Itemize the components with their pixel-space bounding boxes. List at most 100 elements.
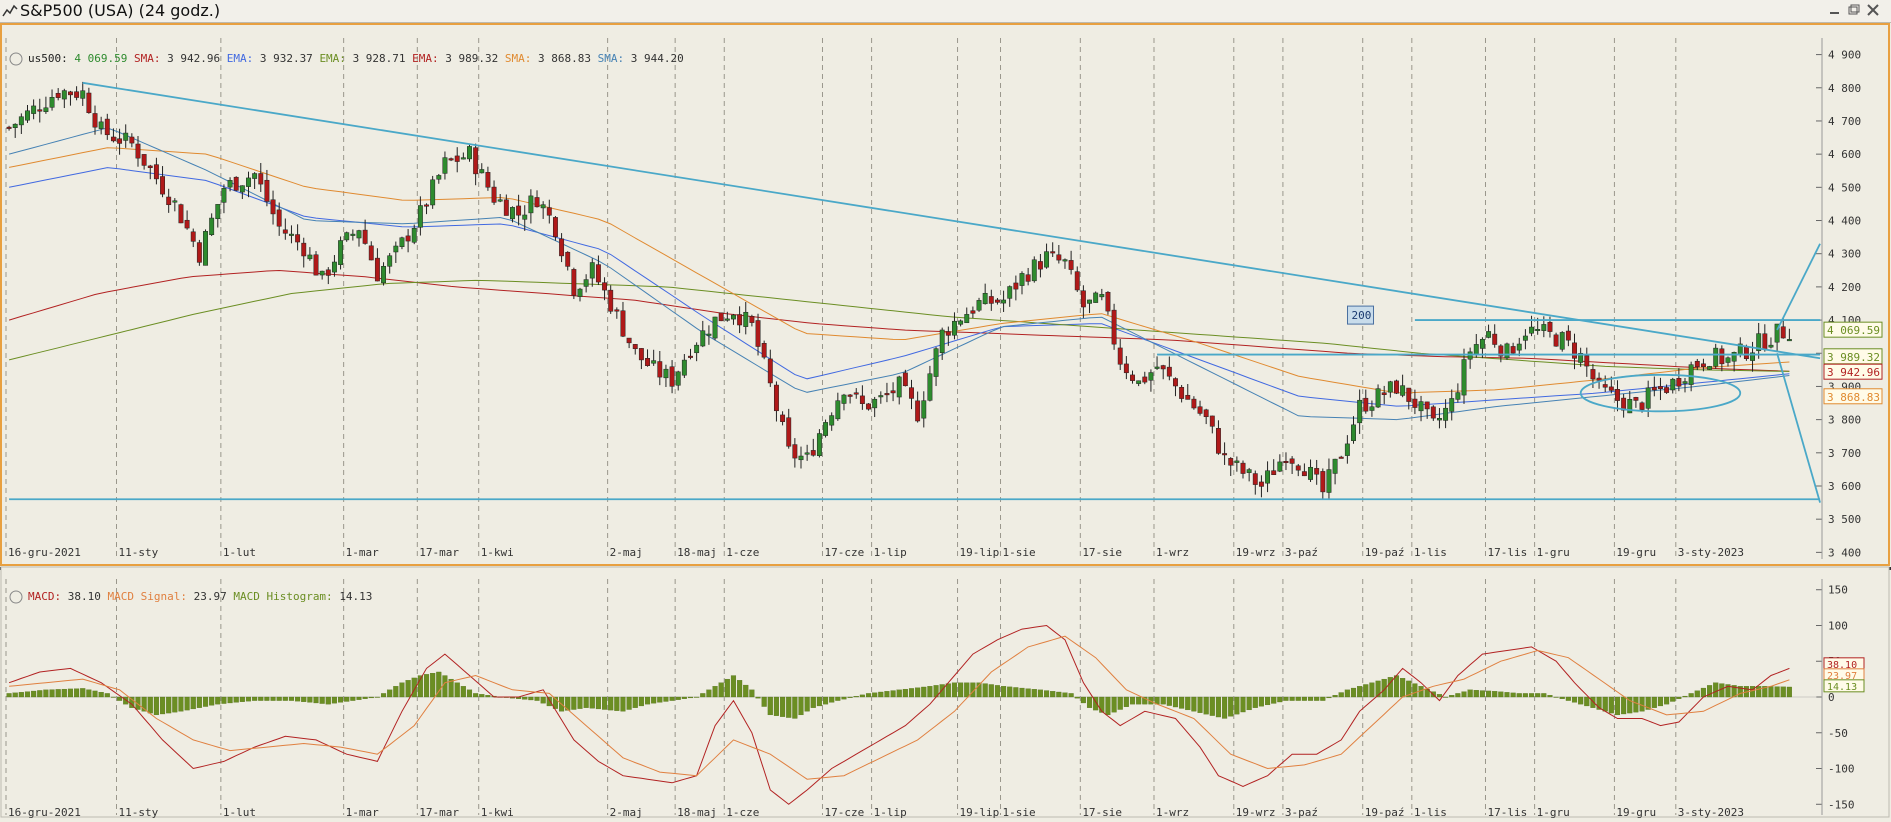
macd-histogram-bar (1129, 696, 1136, 705)
macd-histogram-bar (1682, 695, 1688, 698)
candle-body (534, 197, 540, 208)
legend-indicator-label: MACD: (28, 590, 68, 603)
minimize-icon[interactable] (1828, 3, 1842, 17)
candle-body (1713, 347, 1719, 367)
macd-x-tick-label: 17-sie (1082, 806, 1122, 818)
macd-histogram-bar (1780, 686, 1786, 698)
candle-body (454, 155, 460, 162)
legend-indicator-label: SMA: (505, 52, 538, 65)
macd-histogram-bar (1486, 690, 1492, 698)
macd-histogram-bar (1222, 696, 1228, 719)
price-y-tick-label: 4 900 (1828, 49, 1861, 62)
candle-body (958, 320, 964, 325)
candle-body (651, 360, 657, 364)
candle-body (1179, 387, 1185, 399)
macd-histogram-bar (1406, 680, 1412, 698)
candle-body (902, 372, 908, 387)
macd-histogram-bar (1762, 686, 1768, 698)
trendline[interactable] (1776, 353, 1821, 503)
macd-histogram-bar (1166, 696, 1172, 706)
annotation-box[interactable] (1347, 305, 1375, 325)
restore-icon[interactable] (1847, 3, 1861, 17)
macd-histogram-bar (1142, 696, 1148, 705)
candle-body (1209, 415, 1215, 427)
candle-body (731, 314, 736, 320)
macd-histogram-bar (1707, 685, 1713, 698)
macd-histogram-bar (172, 696, 178, 713)
candle-body (344, 232, 350, 241)
candle-body (1136, 380, 1142, 384)
candle-body (1424, 401, 1430, 410)
macd-histogram-bar (380, 693, 387, 698)
highlight-ellipse[interactable] (1579, 373, 1742, 413)
macd-histogram-bar (1215, 696, 1221, 718)
candle-body (68, 91, 73, 96)
macd-histogram-bar (49, 689, 55, 698)
chart-workspace[interactable]: 16-gru-2021 11-sty 1-lut 1-mar 17-mar 1-kwi 2-… (0, 23, 1891, 819)
candle-body (945, 331, 951, 336)
macd-histogram-bar (86, 689, 92, 698)
macd-histogram-bar (841, 696, 847, 700)
candle-body (1185, 394, 1191, 400)
macd-histogram-bar (1633, 696, 1639, 713)
macd-histogram-bar (362, 696, 368, 699)
macd-histogram-bar (430, 673, 436, 698)
price-panel[interactable]: 16-gru-2021 11-sty 1-lut 1-mar 17-mar 1-kwi 2-… (0, 23, 1891, 570)
price-x-tick-label: 19-paź (1365, 546, 1405, 559)
macd-histogram-bar (1651, 696, 1657, 708)
macd-histogram-bar (135, 696, 141, 710)
macd-histogram-bar (859, 694, 865, 698)
macd-histogram-bar (460, 686, 466, 698)
candle-body (1430, 406, 1436, 419)
panel-settings-icon[interactable] (9, 52, 23, 66)
candle-body (1111, 309, 1117, 345)
candle-body (1510, 346, 1516, 354)
macd-histogram-bar (215, 696, 221, 705)
candle-body (798, 455, 804, 461)
candle-body (1062, 259, 1068, 262)
candle-body (927, 373, 933, 401)
annotation-label: 200 (1352, 309, 1372, 322)
panel-settings-icon[interactable] (9, 590, 23, 604)
candle-body (964, 314, 970, 324)
macd-x-tick-label: 3-paź (1285, 806, 1318, 818)
macd-histogram-bar (730, 675, 737, 698)
candle-body (374, 257, 380, 282)
trendline[interactable] (82, 81, 1821, 360)
macd-histogram-bar (473, 693, 479, 698)
candle-body (626, 337, 632, 344)
close-icon[interactable] (1866, 3, 1880, 17)
candle-body (350, 233, 356, 236)
macd-histogram-bar (1252, 696, 1258, 708)
price-legend: us500: 4 069.59 SMA: 3 942.96 EMA: 3 932… (28, 52, 684, 65)
chart-svg[interactable]: 16-gru-2021 11-sty 1-lut 1-mar 17-mar 1-kwi 2-… (0, 23, 1891, 819)
candle-body (1375, 388, 1381, 408)
window-titlebar: S&P500 (USA) (24 godz.) (0, 0, 1891, 23)
candle-body (866, 403, 871, 410)
macd-x-tick-label: 1-lut (223, 806, 256, 818)
candle-body (1166, 366, 1172, 377)
candle-body (1694, 360, 1700, 368)
macd-histogram-bar (1412, 683, 1418, 698)
candle-body (1394, 380, 1399, 394)
candle-body (595, 264, 601, 283)
macd-histogram-bar (1553, 696, 1559, 698)
macd-histogram-bar (80, 688, 86, 698)
macd-histogram-bar (786, 696, 792, 718)
price-x-tick-label: 2-maj (610, 546, 643, 559)
candle-body (1486, 331, 1492, 338)
macd-histogram-bar (1258, 696, 1264, 707)
candle-body (1074, 271, 1080, 291)
macd-histogram-bar (1203, 696, 1209, 715)
macd-histogram-bar (810, 696, 816, 708)
trendline[interactable] (1776, 243, 1821, 331)
macd-x-tick-label: 1-gru (1537, 806, 1570, 818)
price-x-tick-label: 1-wrz (1156, 546, 1189, 559)
candle-body (117, 138, 123, 144)
macd-histogram-bar (61, 688, 67, 698)
macd-panel[interactable]: 16-gru-2021 11-sty 1-lut 1-mar 17-mar 1-kwi 2-… (0, 566, 1890, 819)
macd-histogram-bar (1123, 696, 1129, 707)
macd-histogram-bar (1694, 690, 1700, 698)
price-tag-label: 3 868.83 (1827, 391, 1880, 404)
macd-histogram-bar (921, 686, 927, 698)
